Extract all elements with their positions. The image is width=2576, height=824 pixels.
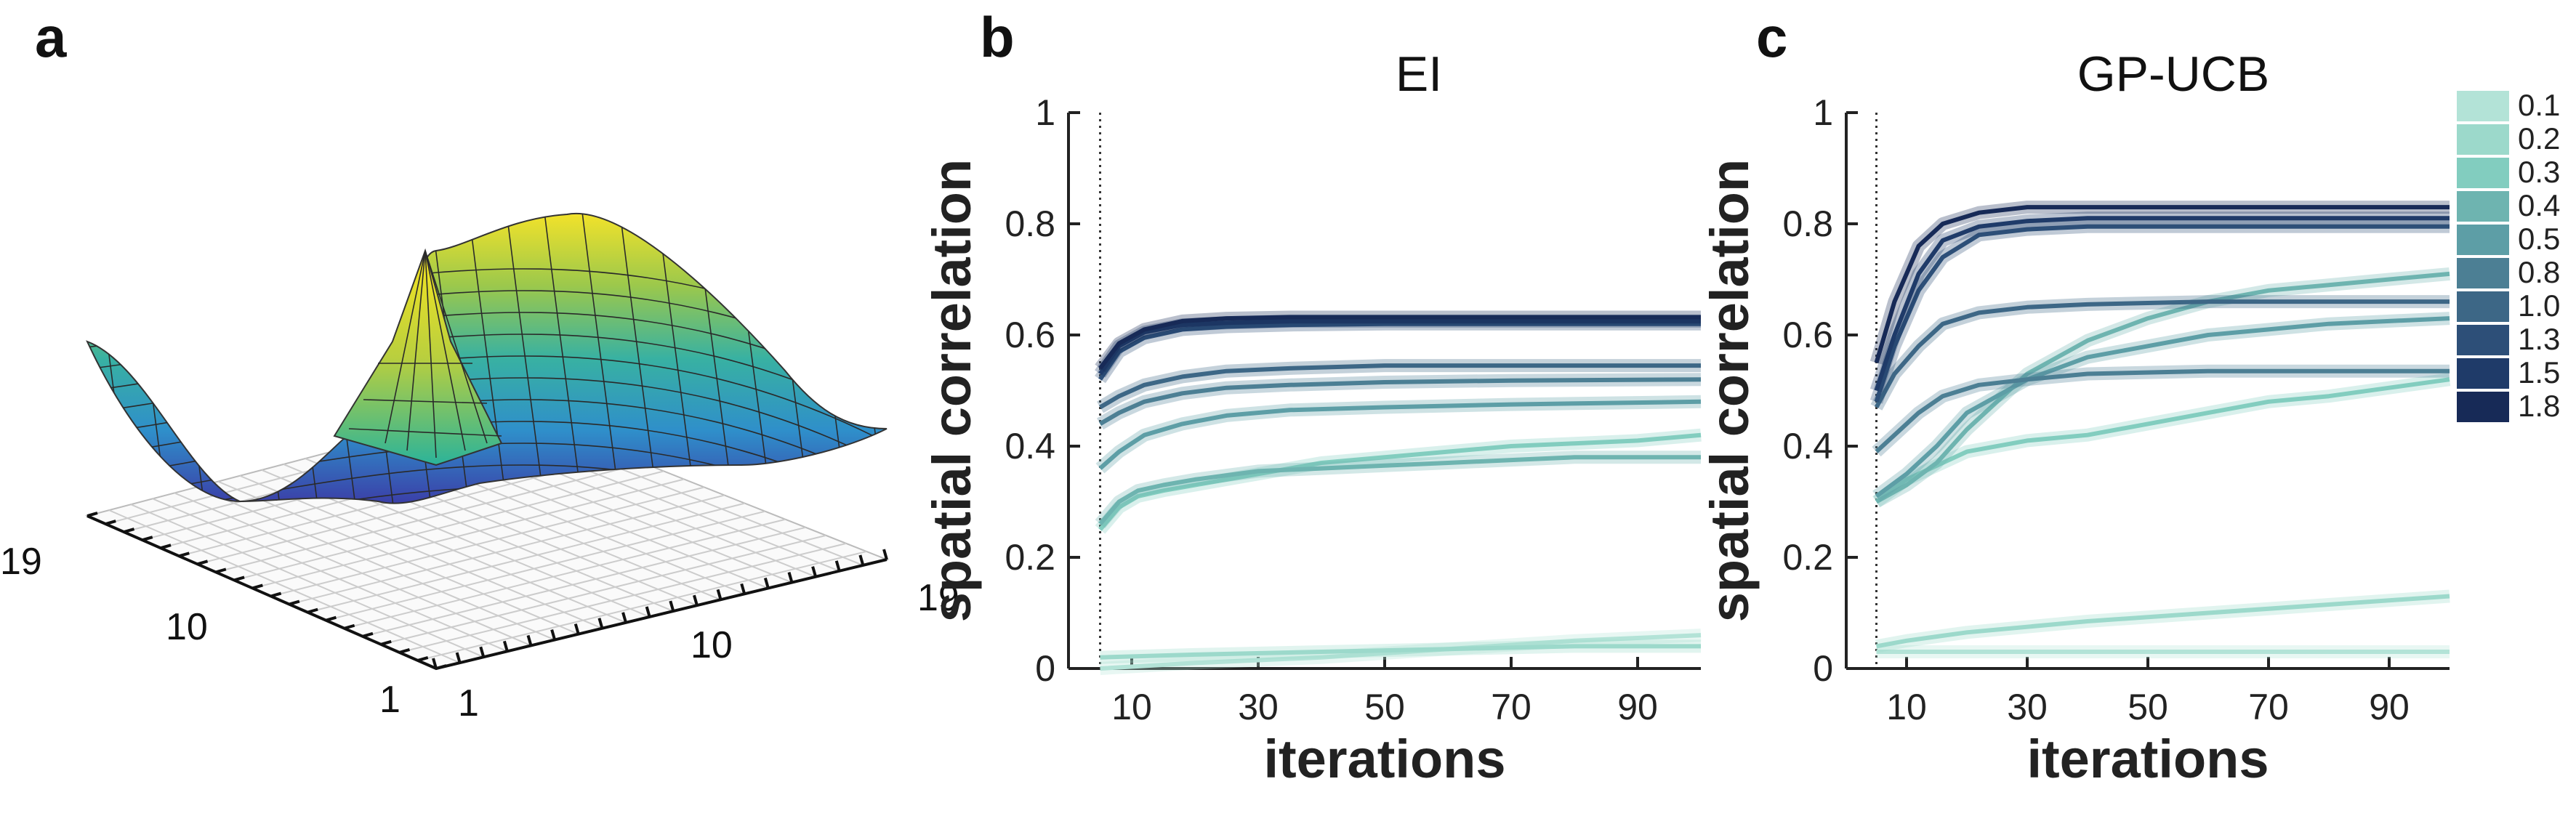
legend-label: 0.5 — [2518, 222, 2560, 256]
y-tick-label: 0.2 — [1782, 537, 1833, 578]
legend-item-0.1: 0.1 — [2457, 88, 2560, 122]
series-line-0.1 — [1100, 633, 1702, 671]
x-tick-label: 10 — [1111, 687, 1152, 727]
y-tick-label: 1 — [1035, 92, 1055, 133]
y-tick-label: 0.6 — [1782, 315, 1833, 355]
series-line-0.3 — [1098, 432, 1702, 531]
y-tick-label: 0 — [1035, 648, 1055, 689]
legend-item-0.8: 0.8 — [2457, 255, 2560, 289]
series-line-0.2 — [1875, 594, 2450, 649]
series-line-0.4 — [1098, 455, 1701, 526]
x-tick-label: 50 — [1364, 687, 1405, 727]
legend-item-1.3: 1.3 — [2457, 322, 2560, 356]
panel-a-surface-plot: a — [0, 5, 959, 724]
x-tick-label: 30 — [1238, 687, 1279, 727]
panel-c-gpucb-chart: c GP-UCB spatial correlation iterations … — [1699, 5, 2451, 789]
axes-gpucb: 0 0.2 0.4 0.6 0.8 1 10 30 50 70 90 — [1782, 92, 2450, 727]
x-tick-label: 70 — [2248, 687, 2289, 727]
series-line-0.3 — [1875, 377, 2450, 504]
legend-label: 1.3 — [2518, 322, 2560, 356]
panel-b-ei-chart: b EI spatial correlation iterations 0 0.2… — [922, 5, 1702, 789]
y-tick-label: 0.6 — [1005, 315, 1055, 355]
chart-title-gpucb: GP-UCB — [2077, 47, 2269, 102]
legend-item-1.8: 1.8 — [2457, 389, 2560, 423]
chart-title-ei: EI — [1396, 47, 1442, 102]
surface-tick-left-10: 10 — [166, 606, 208, 648]
plot-area-gpucb: 0 0.2 0.4 0.6 0.8 1 10 30 50 70 90 — [1782, 92, 2451, 727]
series-line-1.8 — [1874, 205, 2450, 364]
legend-label: 0.3 — [2518, 155, 2560, 189]
surface-tick-left-19: 19 — [0, 541, 42, 583]
series-line-1.3 — [1874, 224, 2450, 403]
panel-letter-b: b — [980, 5, 1015, 69]
plot-area-ei: 0 0.2 0.4 0.6 0.8 1 10 30 50 70 90 — [1005, 92, 1702, 727]
legend-swatch — [2457, 158, 2509, 188]
x-tick-label: 50 — [2128, 687, 2168, 727]
legend-item-0.5: 0.5 — [2457, 222, 2560, 256]
legend: 0.10.20.30.40.50.81.01.31.51.8 — [2457, 88, 2560, 423]
x-tick-label: 30 — [2007, 687, 2048, 727]
legend-label: 0.4 — [2518, 188, 2560, 222]
y-tick-label: 0.8 — [1005, 203, 1055, 244]
legend-label: 1.5 — [2518, 355, 2560, 389]
x-axis-label-ei: iterations — [1263, 729, 1505, 789]
series-line-0.8 — [1098, 377, 1702, 426]
series-line-1.0 — [1098, 363, 1701, 410]
y-tick-label: 0.2 — [1005, 537, 1055, 578]
series-line-1.3 — [1098, 321, 1701, 381]
legend-swatch — [2457, 258, 2509, 288]
legend-label: 0.8 — [2518, 255, 2560, 289]
legend-label: 1.8 — [2518, 389, 2560, 423]
x-tick-label: 90 — [1617, 687, 1658, 727]
legend-swatch — [2457, 124, 2509, 155]
y-tick-label: 0.8 — [1782, 203, 1833, 244]
panel-letter-a: a — [35, 5, 67, 69]
y-axis-label-ei: spatial correlation — [922, 159, 982, 622]
y-tick-label: 0 — [1813, 648, 1833, 689]
x-tick-label: 70 — [1491, 687, 1531, 727]
legend-swatch — [2457, 325, 2509, 355]
legend-item-1.5: 1.5 — [2457, 355, 2560, 389]
series-line-1.5 — [1098, 318, 1701, 376]
y-tick-label: 1 — [1813, 92, 1833, 133]
x-axis-label-gpucb: iterations — [2026, 729, 2269, 789]
legend-swatch — [2457, 191, 2509, 222]
series-line-1.0 — [1874, 299, 2450, 408]
legend-swatch — [2457, 225, 2509, 255]
series-line-0.8 — [1875, 368, 2450, 453]
surface-tick-right-10: 10 — [691, 624, 733, 666]
series-line-0.4 — [1875, 271, 2450, 504]
legend-item-0.3: 0.3 — [2457, 155, 2560, 189]
series-line-0.2 — [1100, 644, 1701, 660]
y-tick-label: 0.4 — [1005, 426, 1055, 466]
legend-item-0.2: 0.2 — [2457, 121, 2560, 155]
legend-label: 0.1 — [2518, 88, 2560, 122]
legend-item-0.4: 0.4 — [2457, 188, 2560, 222]
y-axis-label-gpucb: spatial correlation — [1699, 159, 1760, 622]
series-line-0.5 — [1875, 316, 2450, 498]
x-tick-label: 90 — [2369, 687, 2410, 727]
y-tick-label: 0.4 — [1782, 426, 1833, 466]
series-line-1.5 — [1874, 216, 2450, 392]
series-line-0.5 — [1098, 399, 1702, 470]
series-line-1.8 — [1098, 315, 1701, 370]
surface-tick-right-1: 1 — [458, 682, 479, 724]
legend-label: 1.0 — [2518, 288, 2560, 323]
panel-letter-c: c — [1756, 5, 1787, 69]
legend-swatch — [2457, 291, 2509, 322]
legend-swatch — [2457, 392, 2509, 422]
legend-swatch — [2457, 358, 2509, 389]
surface-tick-right-19: 19 — [917, 577, 959, 619]
surface-tick-left-1: 1 — [379, 679, 401, 721]
legend-item-1.0: 1.0 — [2457, 288, 2560, 323]
legend-label: 0.2 — [2518, 121, 2560, 155]
legend-swatch — [2457, 91, 2509, 121]
axes-ei: 0 0.2 0.4 0.6 0.8 1 10 30 50 70 90 — [1005, 92, 1701, 727]
x-tick-label: 10 — [1886, 687, 1927, 727]
